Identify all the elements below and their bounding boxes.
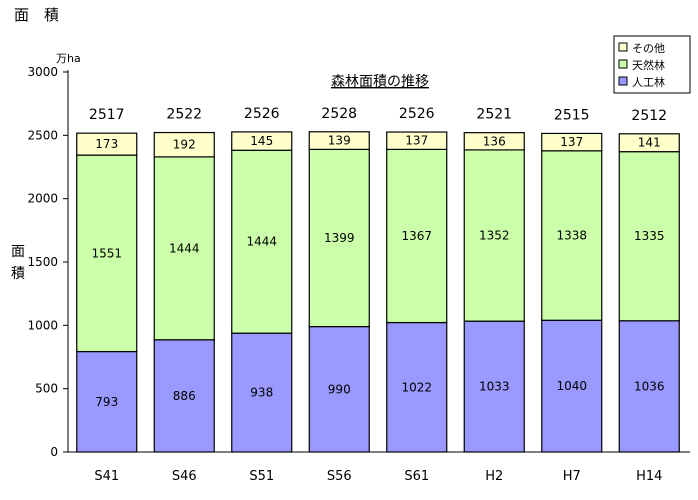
segment-value-label: 192: [173, 138, 196, 152]
bar-total-label: 2521: [476, 107, 512, 123]
page-heading: 面 積: [14, 6, 59, 24]
bar-segment: [541, 132, 603, 152]
segment-value-label: 793: [95, 395, 118, 409]
bar-total-label: 2526: [399, 106, 435, 122]
chart-title: 森林面積の推移: [331, 74, 429, 90]
segment-value-label: 990: [328, 382, 351, 396]
legend-swatch: [618, 76, 628, 86]
segment-value-label: 1367: [401, 229, 432, 243]
segment-value-label: 1338: [556, 229, 587, 243]
bar-total-label: 2528: [321, 106, 357, 122]
segment-value-label: 1352: [479, 229, 510, 243]
x-tick-label: S46: [172, 469, 197, 484]
bar-segment: [386, 321, 448, 453]
bar-segment: [618, 320, 680, 453]
x-tick-label: H7: [563, 469, 581, 484]
segment-value-label: 938: [250, 386, 273, 400]
bar-segment: [618, 151, 680, 322]
segment-value-label: 1022: [401, 380, 432, 394]
segment-value-label: 145: [250, 134, 273, 148]
bar-segment: [618, 133, 680, 153]
bar-total-label: 2517: [89, 107, 125, 123]
y-axis-label-1: 面: [11, 244, 25, 260]
x-tick-label: S41: [94, 469, 119, 484]
y-axis-label-2: 積: [11, 266, 25, 282]
bar-segment: [463, 132, 525, 151]
x-tick-label: S51: [249, 469, 274, 484]
bar-segment: [76, 132, 138, 156]
x-tick-label: H14: [636, 469, 662, 484]
legend-label: 人工林: [632, 75, 665, 89]
bar-segment: [386, 148, 448, 324]
y-tick-label: 0: [50, 445, 58, 459]
segment-value-label: 1444: [169, 241, 200, 255]
segment-value-label: 173: [95, 137, 118, 151]
legend-swatch: [618, 59, 628, 69]
y-tick-label: 3000: [27, 65, 58, 79]
x-tick-label: H2: [485, 469, 503, 484]
legend-label: 天然林: [632, 58, 665, 72]
segment-value-label: 1036: [634, 379, 665, 393]
bar-total-label: 2522: [166, 107, 202, 123]
bar-segment: [308, 148, 370, 328]
bar-segment: [231, 149, 293, 334]
y-tick-label: 2500: [27, 128, 58, 142]
bar-total-label: 2512: [631, 108, 667, 124]
x-tick-label: S56: [327, 469, 352, 484]
bar-total-label: 2515: [554, 107, 590, 123]
bar-segment: [541, 150, 603, 321]
bar-segment: [308, 131, 370, 150]
bar-segment: [231, 131, 293, 151]
bar-segment: [308, 326, 370, 453]
y-tick-label: 1500: [27, 255, 58, 269]
bar-segment: [153, 131, 215, 158]
bar-segment: [386, 131, 448, 150]
segment-value-label: 136: [483, 134, 506, 148]
segment-value-label: 137: [405, 134, 428, 148]
segment-value-label: 1335: [634, 229, 665, 243]
segment-value-label: 137: [560, 135, 583, 149]
segment-value-label: 1399: [324, 231, 355, 245]
segment-value-label: 886: [173, 389, 196, 403]
y-tick-label: 2000: [27, 192, 58, 206]
y-unit-label: 万ha: [56, 52, 81, 65]
y-tick-label: 1000: [27, 318, 58, 332]
segment-value-label: 1033: [479, 380, 510, 394]
x-tick-label: S61: [404, 469, 429, 484]
segment-value-label: 1040: [556, 379, 587, 393]
bar-segment: [231, 332, 293, 453]
segment-value-label: 139: [328, 134, 351, 148]
legend-swatch: [618, 42, 628, 52]
legend-label: その他: [632, 42, 665, 55]
bar-segment: [76, 154, 138, 353]
y-tick-label: 500: [35, 382, 58, 396]
segment-value-label: 1444: [246, 235, 277, 249]
segment-value-label: 141: [638, 136, 661, 150]
bar-segment: [76, 350, 138, 453]
bar-total-label: 2526: [244, 106, 280, 122]
segment-value-label: 1551: [91, 246, 122, 260]
